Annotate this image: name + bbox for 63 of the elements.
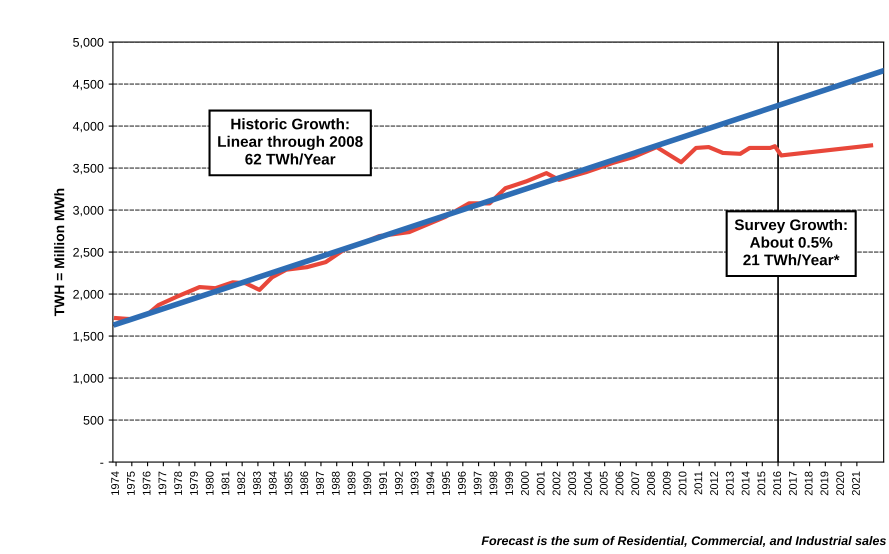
- y-tick-label: 1,000: [74, 374, 104, 384]
- y-tick-label: 2,000: [73, 290, 104, 300]
- x-tick-label: 2011: [694, 472, 702, 494]
- x-tick-label: 1992: [394, 472, 403, 495]
- x-tick-label: 2016: [773, 472, 782, 496]
- x-tick-label: 1983: [253, 472, 261, 495]
- x-tick-label: 1987: [316, 472, 324, 495]
- x-tick-label: 2010: [678, 471, 686, 496]
- x-tick-label: 2019: [820, 472, 828, 496]
- x-tick-label: 2021: [852, 472, 860, 496]
- y-axis-title: TWH = Million MWh: [54, 188, 64, 316]
- x-tick-label: 1996: [458, 472, 466, 495]
- x-tick-label: 1985: [284, 472, 292, 495]
- x-tick-label: 2012: [710, 472, 718, 496]
- y-tick-label: -: [100, 462, 104, 464]
- x-tick-label: 2015: [757, 472, 766, 496]
- x-tick-label: 2000: [520, 471, 529, 496]
- y-tick-label: 2,500: [73, 248, 104, 258]
- x-tick-label: 1998: [489, 472, 498, 495]
- x-tick-label: 1986: [300, 472, 308, 495]
- x-tick-label: 1994: [426, 471, 434, 495]
- y-tick-label: 5,000: [73, 38, 104, 48]
- x-tick-label: 1995: [442, 472, 450, 495]
- x-tick-label: 1982: [237, 472, 246, 495]
- x-tick-label: 2014: [742, 471, 750, 496]
- x-tick-label: 2003: [568, 472, 576, 496]
- x-tick-label: 1977: [158, 472, 166, 495]
- x-tick-label: 1997: [474, 472, 482, 495]
- x-tick-label: 1976: [142, 472, 151, 495]
- x-tick-label: 1978: [174, 472, 182, 495]
- x-tick-label: 2006: [616, 472, 624, 496]
- x-tick-label: 1984: [268, 471, 277, 495]
- x-tick-label: 2007: [631, 472, 640, 496]
- x-tick-label: 1991: [379, 472, 387, 495]
- x-tick-label: 2009: [662, 472, 671, 496]
- x-tick-label: 1993: [410, 472, 419, 495]
- y-tick-label: 4,500: [72, 80, 104, 90]
- x-tick-label: 2008: [647, 472, 655, 496]
- x-tick-label: 2005: [600, 472, 608, 496]
- annotation: Survey Growth: About 0.5% 21 TWh/Year*: [734, 218, 847, 266]
- y-tick-label: 1,500: [74, 332, 104, 342]
- x-tick-label: 1989: [348, 472, 356, 495]
- y-tick-label: 500: [84, 416, 104, 425]
- y-tick-label: 4,000: [72, 122, 104, 132]
- x-tick-label: 2017: [788, 472, 797, 496]
- x-tick-label: 2002: [552, 472, 560, 496]
- x-tick-label: 2013: [726, 472, 734, 496]
- x-tick-label: 1979: [190, 472, 198, 495]
- x-tick-label: 2004: [584, 471, 592, 496]
- x-tick-label: 2018: [804, 472, 813, 496]
- y-tick-label: 3,500: [73, 164, 104, 174]
- x-tick-label: 1990: [363, 471, 372, 495]
- x-tick-label: 2020: [836, 471, 844, 496]
- x-tick-label: 1980: [206, 471, 214, 495]
- annotation: Historic Growth: Linear through 2008 62 TWh/Year: [218, 118, 363, 165]
- x-tick-label: 2001: [536, 472, 545, 496]
- x-tick-label: 1999: [505, 472, 514, 495]
- x-tick-label: 1975: [126, 472, 135, 495]
- x-tick-label: 1981: [222, 472, 230, 495]
- x-tick-label: 1974: [111, 471, 120, 495]
- x-tick-label: 1988: [332, 472, 340, 495]
- text: Forecast is the sum of Residential, Commercial, and Industrial sales: [482, 536, 886, 547]
- y-tick-label: 3,000: [73, 206, 104, 216]
